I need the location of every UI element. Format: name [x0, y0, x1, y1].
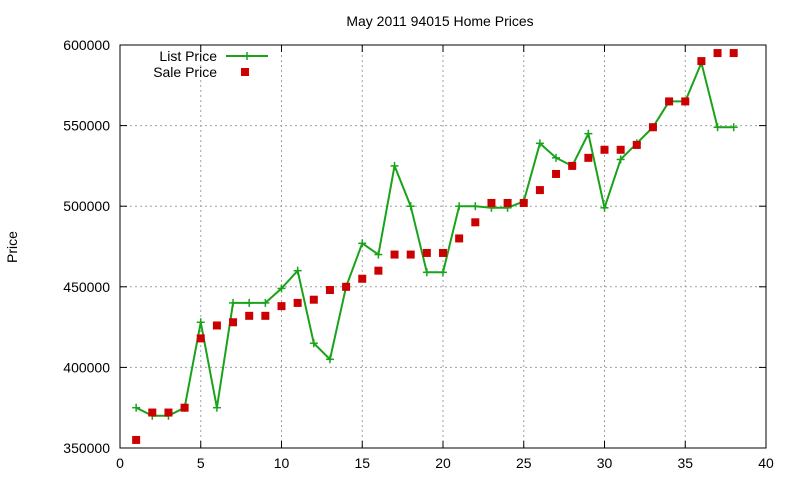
- grid: [120, 45, 766, 448]
- sale-price-point: [148, 408, 157, 417]
- x-tick-label: 20: [435, 455, 451, 471]
- list-price-point: [455, 202, 464, 211]
- sale-price-point: [519, 198, 528, 207]
- list-price-point: [713, 123, 722, 132]
- legend-square-sample: [241, 68, 249, 76]
- list-price-point: [277, 284, 286, 293]
- sale-price-point: [455, 234, 464, 243]
- plot-series: [132, 49, 738, 444]
- x-tick-label: 35: [677, 455, 693, 471]
- sale-price-point: [309, 295, 318, 304]
- sale-price-point: [164, 408, 173, 417]
- sale-price-point: [665, 97, 674, 106]
- x-tick-label: 10: [274, 455, 290, 471]
- list-price-point: [439, 268, 447, 277]
- list-price-point: [616, 155, 625, 164]
- sale-price-point: [277, 302, 286, 311]
- sale-price-point: [632, 140, 641, 149]
- sale-price-point: [196, 334, 205, 343]
- sale-price-point: [552, 169, 561, 178]
- x-tick-label: 15: [354, 455, 370, 471]
- sale-price-point: [616, 145, 625, 154]
- sale-price-point: [342, 282, 351, 291]
- list-price-point: [293, 266, 302, 275]
- list-price-point: [374, 250, 383, 259]
- x-tick-label: 25: [516, 455, 532, 471]
- list-price-point: [729, 123, 738, 132]
- legend-label: List Price: [159, 48, 217, 64]
- sale-price-point: [212, 321, 221, 330]
- sale-price-point: [358, 274, 367, 283]
- list-price-point: [261, 298, 270, 307]
- list-price-point: [552, 153, 561, 162]
- y-tick-label: 500000: [63, 198, 110, 214]
- legend-label: Sale Price: [153, 64, 217, 80]
- list-price-point: [471, 202, 480, 211]
- sale-price-point: [132, 435, 141, 444]
- sale-price-point: [325, 286, 334, 295]
- list-price-point: [406, 202, 415, 211]
- list-price-point: [325, 355, 334, 364]
- sale-price-point: [584, 153, 593, 162]
- list-price-point: [390, 161, 399, 170]
- list-price-point: [309, 339, 318, 348]
- y-tick-label: 550000: [63, 118, 110, 134]
- sale-price-point: [648, 123, 657, 132]
- list-price-point: [212, 403, 221, 412]
- list-price-point: [584, 129, 593, 138]
- list-price-point: [600, 203, 609, 212]
- sale-price-point: [681, 97, 690, 106]
- list-price-point: [229, 298, 238, 307]
- x-tick-label: 5: [197, 455, 205, 471]
- sale-price-point: [261, 311, 270, 320]
- sale-price-point: [471, 218, 480, 227]
- list-price-point: [245, 298, 254, 307]
- sale-price-point: [390, 250, 399, 259]
- x-tick-label: 0: [116, 455, 124, 471]
- x-tick-label: 30: [597, 455, 613, 471]
- sale-price-point: [293, 298, 302, 307]
- list-price-line: [135, 59, 734, 417]
- sale-price-point: [487, 198, 496, 207]
- y-axis-label: Price: [4, 231, 20, 263]
- axis-ticks: 0 5 10 15 20 25 30 35 40 350000 400000 450000 500000…: [63, 37, 774, 471]
- sale-price-point: [245, 311, 254, 320]
- sale-price-point: [697, 57, 706, 66]
- y-tick-label: 350000: [63, 440, 110, 456]
- legend-plus-sample: [243, 52, 251, 60]
- list-price-point: [535, 139, 544, 148]
- sale-price-point: [180, 403, 189, 412]
- sale-price-point: [729, 49, 738, 58]
- sale-price-point: [503, 198, 512, 207]
- sale-price-point: [535, 186, 544, 195]
- sale-price-point: [422, 248, 431, 257]
- sale-price-point: [374, 266, 383, 275]
- y-tick-label: 600000: [63, 37, 110, 53]
- sale-price-point: [600, 145, 609, 154]
- sale-price-point: [439, 248, 447, 257]
- y-tick-label: 400000: [63, 359, 110, 375]
- sale-price-point: [406, 250, 415, 259]
- list-price-point: [422, 268, 431, 277]
- sale-price-point: [568, 161, 577, 170]
- list-price-point: [358, 239, 367, 248]
- list-price-point: [132, 403, 141, 412]
- list-price-point: [196, 318, 205, 327]
- sale-price-point: [229, 318, 238, 327]
- y-tick-label: 450000: [63, 279, 110, 295]
- chart-title: May 2011 94015 Home Prices: [346, 13, 533, 29]
- x-tick-label: 40: [758, 455, 774, 471]
- sale-price-point: [713, 49, 722, 58]
